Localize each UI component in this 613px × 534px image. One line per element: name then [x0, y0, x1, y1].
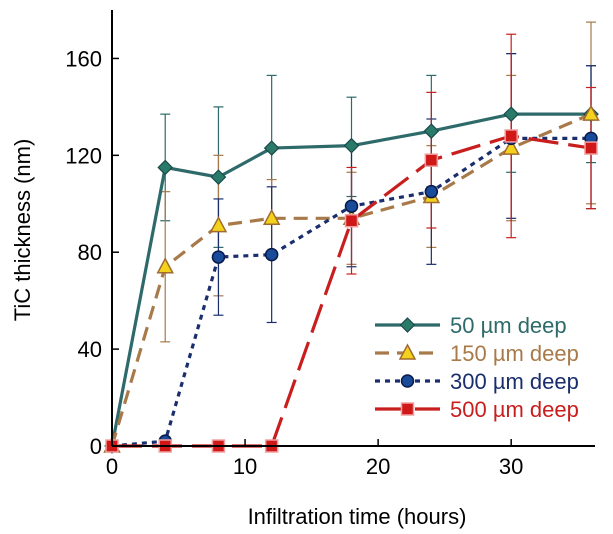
data-point-150 — [262, 208, 281, 226]
y-axis-label: TiC thickness (nm) — [10, 139, 35, 322]
y-tick-label: 80 — [78, 240, 102, 265]
x-tick-label: 30 — [499, 454, 523, 479]
data-point-50 — [423, 123, 440, 139]
legend-marker-500 — [400, 402, 415, 416]
x-tick-label: 20 — [366, 454, 390, 479]
data-point-300 — [264, 247, 279, 262]
data-point-50 — [263, 140, 280, 156]
data-point-150 — [582, 104, 600, 121]
series-line-300 — [111, 136, 592, 448]
data-point-500 — [424, 153, 439, 167]
data-point-300 — [344, 199, 359, 213]
legend-marker-50 — [399, 317, 416, 333]
data-point-50 — [503, 106, 520, 123]
data-point-150 — [502, 138, 520, 155]
data-point-150 — [156, 257, 174, 274]
legend-label-50: 50 µm deep — [450, 313, 567, 338]
data-point-50 — [210, 169, 227, 185]
series-markers — [103, 104, 600, 454]
data-point-500 — [584, 141, 598, 155]
legend-marker-150 — [398, 343, 417, 360]
x-tick-label: 0 — [106, 454, 118, 479]
axes — [111, 10, 595, 447]
y-tick-label: 40 — [78, 337, 102, 362]
series-line-150 — [110, 112, 592, 447]
data-point-300 — [424, 184, 439, 199]
data-point-500 — [504, 129, 518, 143]
legend-label-150: 150 µm deep — [450, 341, 579, 366]
y-ticks: 0 40 80 120 160 — [65, 46, 119, 459]
legend-label-300: 300 µm deep — [450, 369, 579, 394]
x-axis-label: Infiltration time (hours) — [248, 504, 467, 529]
x-ticks: 0 10 20 30 — [106, 439, 523, 479]
series-line-50 — [110, 112, 592, 447]
legend-marker-300 — [400, 374, 415, 388]
data-point-500 — [344, 213, 359, 228]
y-tick-label: 0 — [90, 434, 102, 459]
data-point-300 — [211, 250, 226, 264]
legend: 50 µm deep 150 µm deep 300 µm deep 500 µm d… — [375, 313, 579, 422]
data-point-50 — [343, 137, 360, 154]
y-tick-label: 120 — [65, 143, 102, 168]
y-tick-label: 160 — [65, 46, 102, 71]
data-point-150 — [209, 215, 228, 233]
data-point-50 — [157, 159, 174, 176]
legend-label-500: 500 µm deep — [450, 397, 579, 422]
x-tick-label: 10 — [233, 454, 257, 479]
